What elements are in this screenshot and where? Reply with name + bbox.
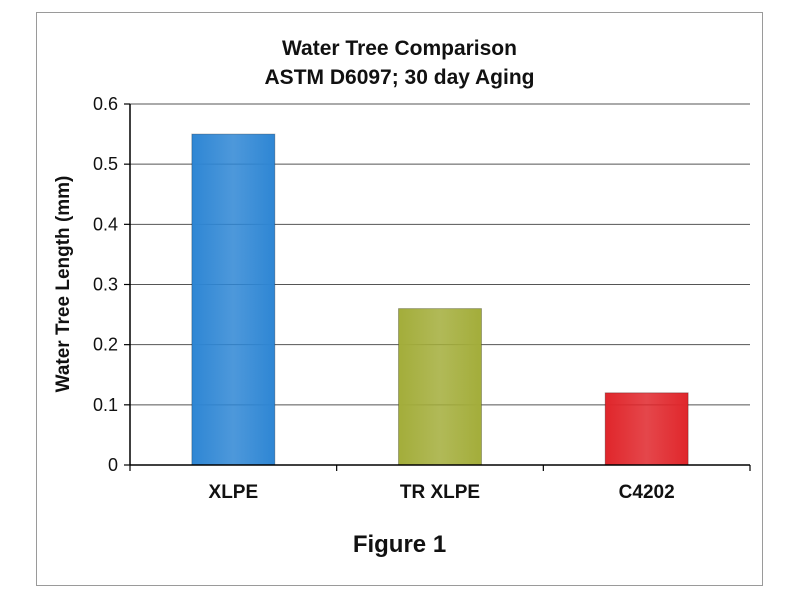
y-tick-label: 0 <box>108 455 118 475</box>
bar-xlpe <box>191 133 276 466</box>
figure-caption: Figure 1 <box>352 531 447 558</box>
bars <box>191 133 689 466</box>
chart-title: Water Tree Comparison <box>282 37 517 60</box>
x-tick-label: XLPE <box>209 482 259 503</box>
y-tick-label: 0.5 <box>93 154 118 174</box>
chart-frame <box>36 12 763 586</box>
x-tick-label: TR XLPE <box>400 482 480 503</box>
axes <box>124 103 751 471</box>
y-tick-labels: 0 0.1 0.2 0.3 0.4 0.5 0.6 <box>93 94 118 475</box>
y-tick-label: 0.2 <box>93 335 118 355</box>
y-tick-label: 0.3 <box>93 275 118 295</box>
chart-subtitle: ASTM D6097; 30 day Aging <box>264 66 535 89</box>
x-tick-label: C4202 <box>619 482 675 503</box>
y-tick-label: 0.4 <box>93 214 118 234</box>
y-tick-label: 0.6 <box>93 94 118 114</box>
x-tick-labels: XLPE TR XLPE C4202 <box>209 482 675 503</box>
bar-tr-xlpe <box>398 308 482 466</box>
bar-c4202 <box>604 392 689 466</box>
y-tick-label: 0.1 <box>93 395 118 415</box>
